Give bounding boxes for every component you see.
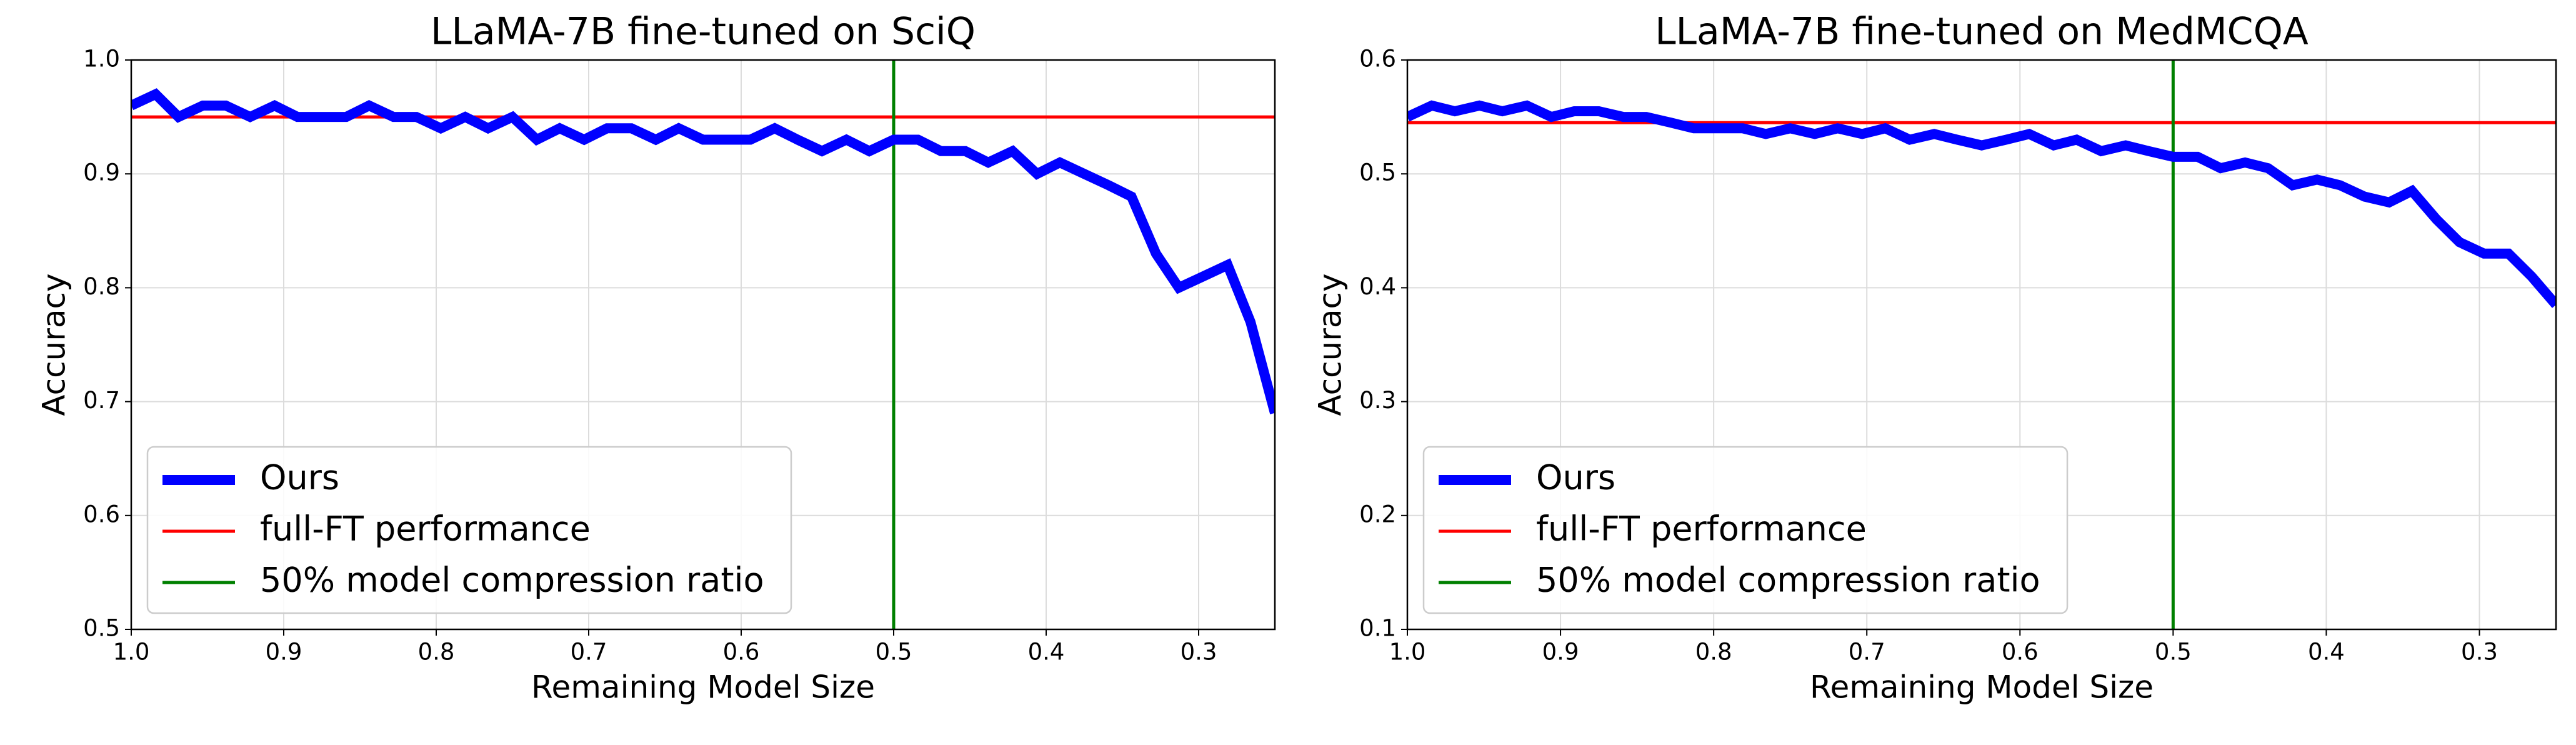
legend-box: [146, 446, 792, 614]
x-tick-label: 1.0: [1389, 639, 1426, 666]
y-tick-label: 0.4: [1359, 273, 1396, 300]
chart-title: LLaMA-7B fine-tuned on SciQ: [431, 10, 976, 54]
axes-frame: [130, 59, 1276, 631]
y-tick-label: 0.5: [1359, 159, 1396, 186]
y-axis-label: Accuracy: [36, 273, 72, 416]
legend-label: Ours: [1536, 458, 1615, 498]
y-tick-label: 0.2: [1359, 501, 1396, 528]
x-tick-label: 0.6: [723, 639, 760, 666]
x-tick-label: 0.4: [2308, 639, 2345, 666]
legend-label: full-FT performance: [1536, 509, 1867, 549]
y-tick-label: 0.9: [83, 159, 120, 186]
legend-label: 50% model compression ratio: [260, 561, 764, 600]
x-axis-label: Remaining Model Size: [531, 669, 875, 706]
y-tick-label: 0.3: [1359, 387, 1396, 414]
legend-label: Ours: [260, 458, 339, 498]
x-tick-label: 0.7: [571, 639, 607, 666]
y-tick-label: 0.8: [83, 273, 120, 300]
legend-label: full-FT performance: [260, 509, 591, 549]
x-tick-label: 0.7: [1849, 639, 1885, 666]
series-line: [1407, 100, 2556, 308]
series-line: [131, 88, 1275, 414]
y-tick-label: 0.7: [83, 387, 120, 414]
chart-panel: 1.0 0.9 0.8 0.7 0.6 0.5 0.4 0.3 0.5 0.6 0.7 0.8 0.9 1…: [36, 10, 1276, 706]
chart-panel: 1.0 0.9 0.8 0.7 0.6 0.5 0.4 0.3 0.1 0.2 0.3 0.4 0.5 0…: [1312, 10, 2557, 706]
x-tick-label: 0.8: [1695, 639, 1732, 666]
x-tick-label: 0.6: [2002, 639, 2039, 666]
x-tick-label: 1.0: [113, 639, 150, 666]
y-tick-label: 0.1: [1359, 615, 1396, 642]
axes-frame: [1406, 59, 2557, 631]
y-tick-label: 0.6: [1359, 46, 1396, 72]
chart-title: LLaMA-7B fine-tuned on MedMCQA: [1655, 10, 2309, 54]
y-axis-label: Accuracy: [1312, 273, 1349, 416]
x-tick-label: 0.4: [1028, 639, 1065, 666]
x-tick-label: 0.9: [266, 639, 302, 666]
x-tick-label: 0.3: [2461, 639, 2498, 666]
y-tick-label: 0.6: [83, 501, 120, 528]
x-tick-label: 0.5: [876, 639, 912, 666]
x-tick-label: 0.5: [2155, 639, 2192, 666]
legend-box: [1422, 446, 2069, 614]
y-tick-label: 0.5: [83, 615, 120, 642]
x-tick-label: 0.3: [1181, 639, 1217, 666]
legend-label: 50% model compression ratio: [1536, 561, 2040, 600]
x-axis-label: Remaining Model Size: [1810, 669, 2154, 706]
x-tick-label: 0.8: [418, 639, 455, 666]
y-tick-label: 1.0: [83, 46, 120, 72]
x-tick-label: 0.9: [1542, 639, 1579, 666]
